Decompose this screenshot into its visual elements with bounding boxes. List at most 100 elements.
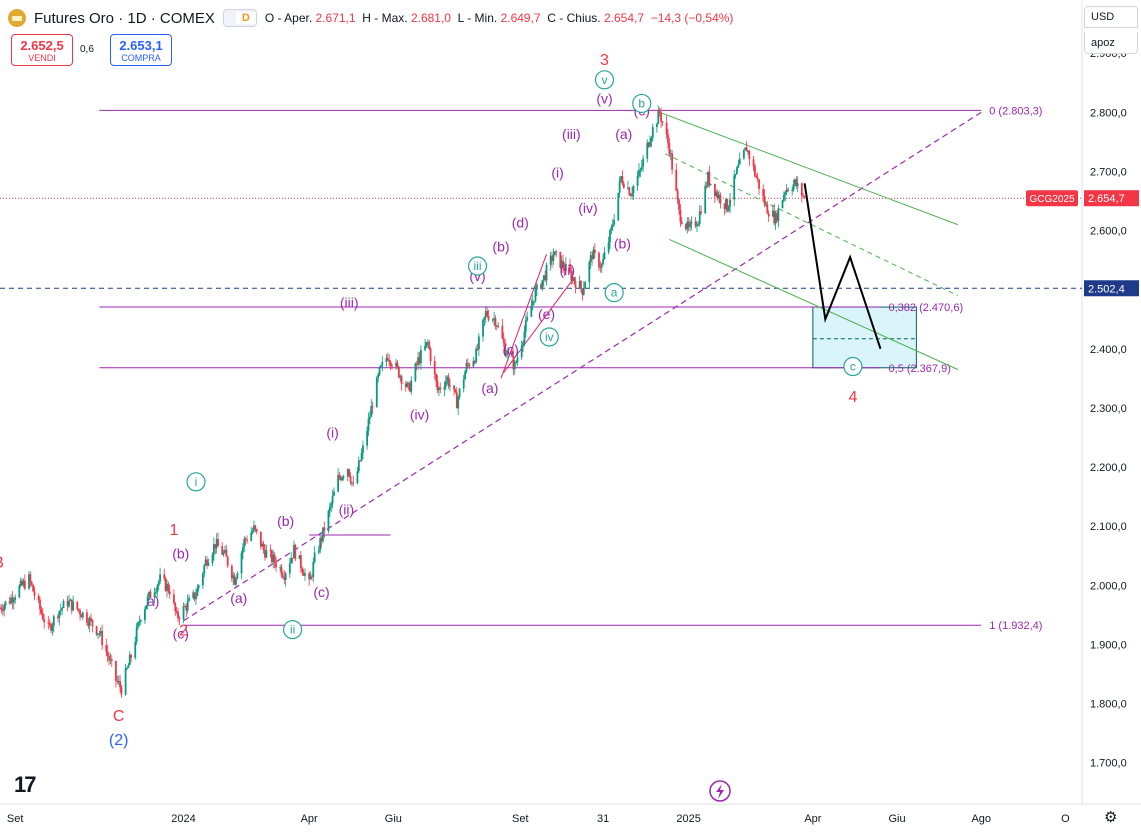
wave-circle xyxy=(467,256,488,276)
candle-body xyxy=(671,153,674,170)
candle-body xyxy=(522,342,524,346)
candle-body xyxy=(105,645,108,652)
candle-body xyxy=(483,316,486,320)
candle-body xyxy=(658,110,661,113)
candle-body xyxy=(214,544,217,549)
y-tick-label: 2.400,0 xyxy=(1090,344,1127,356)
candle-body xyxy=(600,264,603,268)
scale-select[interactable]: apoz xyxy=(1084,32,1138,54)
symbol-title[interactable]: Futures Oro · 1D · COMEX xyxy=(34,9,215,27)
candle-body xyxy=(453,385,455,390)
candle-body xyxy=(279,567,282,569)
candle-body xyxy=(0,607,1,609)
wave-label: 2 xyxy=(179,623,188,640)
candle-body xyxy=(145,605,148,610)
candle-body xyxy=(155,591,157,593)
candle-body xyxy=(250,532,253,541)
wave-circle-label: c xyxy=(850,360,856,374)
close-value: 2.654,7 xyxy=(603,11,645,25)
candle-body xyxy=(465,363,468,372)
candle-body xyxy=(466,363,469,365)
buy-label: COMPRA xyxy=(121,52,161,63)
candle-body xyxy=(221,546,224,555)
gear-icon[interactable]: ⚙ xyxy=(1104,809,1118,826)
candle-body xyxy=(12,599,15,603)
candle-body xyxy=(186,600,189,611)
tradingview-logo[interactable]: 17 xyxy=(14,772,37,797)
candle-body xyxy=(501,325,504,339)
x-tick-label: 2024 xyxy=(171,813,195,825)
sell-price: 2.652,5 xyxy=(20,37,64,53)
candle-body xyxy=(14,597,17,600)
wave-circle xyxy=(282,620,303,640)
candle-body xyxy=(611,224,614,228)
candle-body xyxy=(204,559,207,566)
candle-body xyxy=(553,251,556,256)
candle-body xyxy=(787,189,789,192)
candle-body xyxy=(101,631,104,646)
candle-body xyxy=(803,196,806,198)
wave-circle xyxy=(632,93,652,114)
candle-body xyxy=(443,386,446,390)
candle-body xyxy=(41,613,44,620)
candle-body xyxy=(736,167,738,174)
candle-body xyxy=(386,358,389,360)
candle-body xyxy=(570,271,573,281)
candle-body xyxy=(88,617,91,626)
candle-body xyxy=(378,366,381,375)
candle-body xyxy=(491,319,494,321)
candle-body xyxy=(127,665,130,668)
wave-label: (b) xyxy=(492,238,509,254)
candle-body xyxy=(678,199,680,210)
candle-body xyxy=(144,609,146,621)
candle-body xyxy=(802,195,805,197)
candle-body xyxy=(51,625,54,631)
candle-body xyxy=(540,284,542,289)
candle-body xyxy=(582,287,585,295)
buy-button[interactable]: 2.653,1 COMPRA xyxy=(110,34,172,66)
candle-body xyxy=(747,150,749,152)
candle-body xyxy=(4,601,7,606)
candle-body xyxy=(766,204,769,214)
candle-body xyxy=(404,383,407,387)
candle-body xyxy=(433,361,436,374)
candle-body xyxy=(468,364,471,367)
candle-body xyxy=(280,567,283,576)
candle-body xyxy=(265,550,268,558)
price-axis xyxy=(1082,0,1141,832)
sell-button[interactable]: 2.652,5 VENDI xyxy=(11,34,73,66)
currency-select[interactable]: USD xyxy=(1084,6,1138,28)
data-badge[interactable]: D xyxy=(222,9,257,27)
buy-price: 2.653,1 xyxy=(119,37,163,53)
candle-body xyxy=(622,183,625,188)
candle-body xyxy=(264,549,266,558)
candle-body xyxy=(337,475,340,492)
candle-body xyxy=(526,316,529,321)
candle-body xyxy=(458,388,461,398)
candle-body xyxy=(19,580,22,586)
candle-body xyxy=(457,397,460,409)
wedge-line xyxy=(500,254,547,379)
candle-body xyxy=(79,610,81,615)
candle-body xyxy=(317,550,320,553)
x-tick-label: Set xyxy=(7,813,24,825)
candle-body xyxy=(134,641,137,658)
candle-body xyxy=(11,597,14,603)
candle-body xyxy=(196,588,199,597)
candle-body xyxy=(48,623,51,625)
candle-body xyxy=(167,584,170,592)
candle-body xyxy=(569,263,571,272)
wave-label: (iii) xyxy=(562,126,581,142)
last-price-symbol: GCG2025 xyxy=(1029,194,1074,205)
candle-body xyxy=(418,357,421,364)
candle-body xyxy=(763,196,766,205)
candle-body xyxy=(259,531,262,547)
fib-level-label: 0,5 (2.367,9) xyxy=(889,363,951,375)
high-label: H - Max. xyxy=(362,11,408,25)
candle-body xyxy=(505,354,508,356)
y-tick-label: 2.800,0 xyxy=(1090,107,1127,119)
candle-body xyxy=(560,260,563,268)
candle-body xyxy=(647,142,650,147)
candle-body xyxy=(613,220,616,225)
